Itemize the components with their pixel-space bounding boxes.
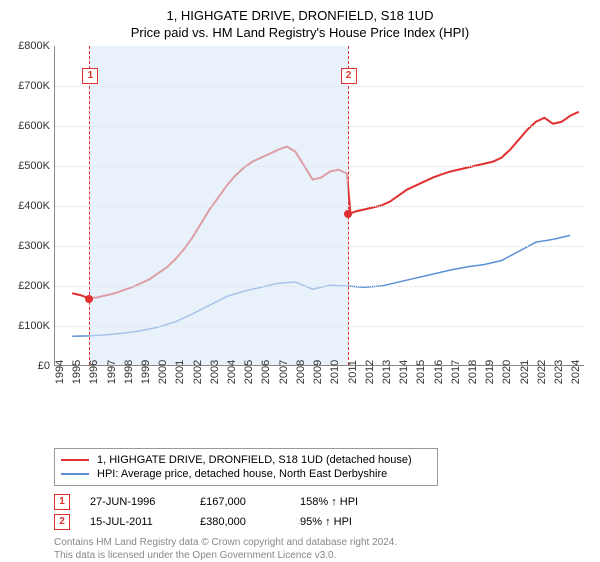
sale-date: 27-JUN-1996 (90, 496, 180, 508)
legend-label: HPI: Average price, detached house, Nort… (97, 468, 387, 480)
x-axis-label: 2019 (484, 360, 496, 384)
x-axis-label: 2001 (174, 360, 186, 384)
x-axis-label: 2018 (467, 360, 479, 384)
footer-attribution: Contains HM Land Registry data © Crown c… (54, 536, 590, 562)
x-axis-label: 1999 (140, 360, 152, 384)
x-axis-label: 2013 (381, 360, 393, 384)
sale-index-box: 1 (54, 494, 70, 510)
sale-price: £380,000 (200, 516, 280, 528)
x-axis-label: 2016 (433, 360, 445, 384)
x-axis-label: 1998 (123, 360, 135, 384)
sales-table: 1 27-JUN-1996 £167,000 158% ↑ HPI 2 15-JUL-20… (54, 492, 590, 532)
legend: 1, HIGHGATE DRIVE, DRONFIELD, S18 1UD (d… (54, 448, 438, 486)
sale-hpi-pct: 158% ↑ HPI (300, 496, 400, 508)
sale-row: 1 27-JUN-1996 £167,000 158% ↑ HPI (54, 492, 590, 512)
x-axis-label: 2006 (260, 360, 272, 384)
sale-row: 2 15-JUL-2011 £380,000 95% ↑ HPI (54, 512, 590, 532)
legend-item: HPI: Average price, detached house, Nort… (61, 467, 431, 481)
sale-price: £167,000 (200, 496, 280, 508)
x-axis-label: 2021 (519, 360, 531, 384)
x-axis-label: 2000 (157, 360, 169, 384)
sale-marker-line (348, 46, 349, 365)
x-axis-label: 2015 (415, 360, 427, 384)
sale-marker-box: 1 (82, 68, 98, 84)
y-axis-label: £800K (10, 40, 50, 52)
y-axis-label: £100K (10, 320, 50, 332)
x-axis-label: 1996 (88, 360, 100, 384)
chart-title: 1, HIGHGATE DRIVE, DRONFIELD, S18 1UD (10, 8, 590, 25)
y-axis-label: £200K (10, 280, 50, 292)
x-axis-label: 2014 (398, 360, 410, 384)
chart-container: 1, HIGHGATE DRIVE, DRONFIELD, S18 1UD Pr… (0, 0, 600, 560)
shaded-ownership-region (89, 46, 347, 365)
legend-swatch (61, 459, 89, 461)
legend-item: 1, HIGHGATE DRIVE, DRONFIELD, S18 1UD (d… (61, 453, 431, 467)
y-axis-label: £0 (10, 360, 50, 372)
x-axis-label: 2004 (226, 360, 238, 384)
sale-marker-box: 2 (341, 68, 357, 84)
legend-label: 1, HIGHGATE DRIVE, DRONFIELD, S18 1UD (d… (97, 454, 412, 466)
x-axis-label: 2010 (329, 360, 341, 384)
x-axis-label: 1995 (71, 360, 83, 384)
x-axis-label: 2003 (209, 360, 221, 384)
chart-subtitle: Price paid vs. HM Land Registry's House … (10, 25, 590, 40)
y-axis-label: £300K (10, 240, 50, 252)
sale-date: 15-JUL-2011 (90, 516, 180, 528)
y-axis-label: £500K (10, 160, 50, 172)
x-axis-label: 1994 (54, 360, 66, 384)
x-axis-label: 2008 (295, 360, 307, 384)
plot-region: 12 (54, 46, 584, 366)
x-axis-label: 1997 (106, 360, 118, 384)
y-axis-label: £400K (10, 200, 50, 212)
x-axis-label: 2024 (570, 360, 582, 384)
x-axis-label: 2017 (450, 360, 462, 384)
footer-line-1: Contains HM Land Registry data © Crown c… (54, 536, 590, 549)
x-axis-label: 2023 (553, 360, 565, 384)
x-axis-label: 2002 (192, 360, 204, 384)
x-axis-label: 2009 (312, 360, 324, 384)
sale-hpi-pct: 95% ↑ HPI (300, 516, 400, 528)
legend-swatch (61, 473, 89, 475)
x-axis-label: 2012 (364, 360, 376, 384)
x-axis-label: 2020 (501, 360, 513, 384)
y-axis-label: £700K (10, 80, 50, 92)
x-axis-label: 2005 (243, 360, 255, 384)
sale-index-box: 2 (54, 514, 70, 530)
x-axis-label: 2022 (536, 360, 548, 384)
sale-marker-line (89, 46, 90, 365)
x-axis-label: 2007 (278, 360, 290, 384)
sale-point-dot (85, 295, 93, 303)
sale-point-dot (344, 210, 352, 218)
chart-area: 12 £0£100K£200K£300K£400K£500K£600K£700K… (10, 46, 590, 406)
x-axis-label: 2011 (347, 360, 359, 384)
y-axis-label: £600K (10, 120, 50, 132)
